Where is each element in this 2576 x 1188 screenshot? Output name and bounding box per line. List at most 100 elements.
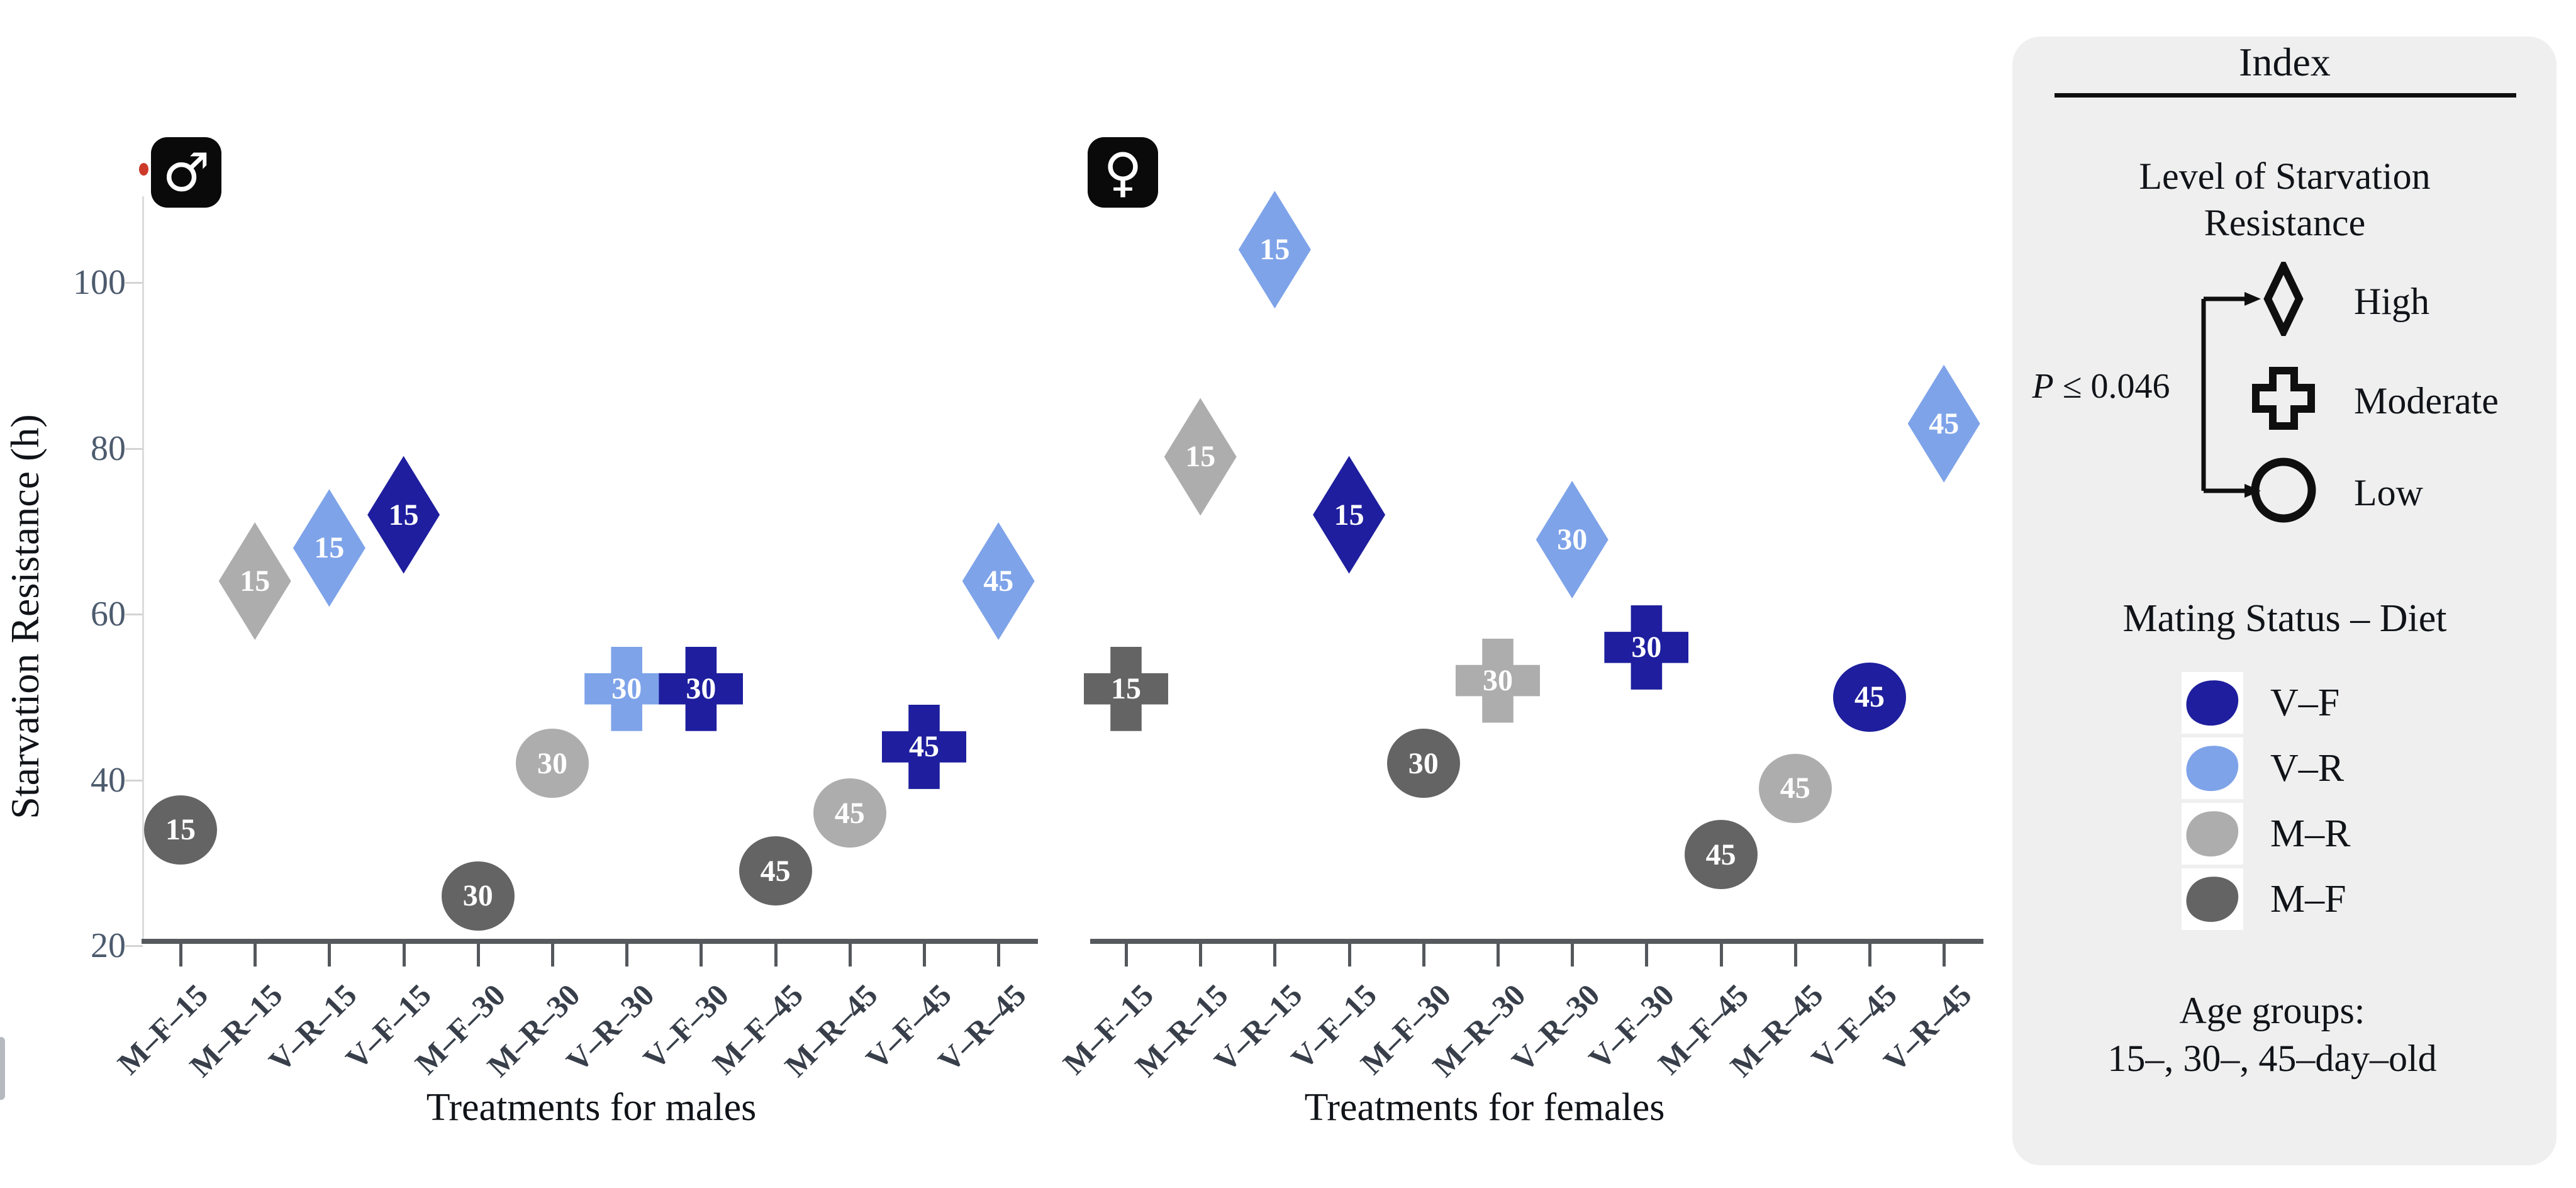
legend-panel [2012, 36, 2556, 1165]
x-tick-male-M–F–30 [476, 944, 480, 967]
marker-age-label: 45 [834, 796, 865, 830]
marker-age-label: 45 [1780, 771, 1810, 805]
red-crop-artifact [139, 163, 148, 176]
marker-age-label: 45 [1705, 838, 1736, 871]
x-tick-female-M–R–45 [1793, 944, 1797, 967]
marker-female-V–R–30: 30 [1536, 481, 1609, 599]
x-tick-male-V–R–45 [997, 944, 1001, 967]
x-tick-female-M–F–45 [1719, 944, 1723, 967]
legend-label-mr: M–R [2270, 812, 2351, 855]
p-value-symbol: P [2032, 367, 2054, 406]
x-tick-female-V–F–15 [1347, 944, 1351, 967]
legend-title-underline [2055, 93, 2516, 98]
marker-female-V–F–45: 45 [1833, 662, 1906, 732]
marker-age-label: 45 [1929, 406, 1960, 440]
legend-level-heading-line1: Level of Starvation [2139, 155, 2431, 197]
marker-age-label: 15 [1185, 440, 1216, 474]
legend-swatch-mr [2181, 803, 2244, 865]
male-axis-title: Treatments for males [426, 1086, 757, 1129]
x-tick-female-V–R–30 [1571, 944, 1575, 967]
y-tick-20 [125, 945, 143, 947]
y-tick-100 [125, 282, 143, 284]
marker-age-label: 30 [1408, 746, 1439, 780]
marker-male-M–R–45: 45 [813, 778, 886, 848]
x-tick-male-V–F–30 [700, 944, 703, 967]
y-tick-label-80: 80 [91, 429, 126, 468]
marker-age-label: 15 [1259, 233, 1290, 267]
x-tick-male-V–F–15 [402, 944, 406, 967]
marker-age-label: 15 [1334, 498, 1364, 532]
marker-male-M–R–15: 15 [218, 522, 291, 641]
y-tick-40 [125, 779, 143, 782]
x-tick-male-V–R–30 [625, 944, 629, 967]
marker-age-label: 45 [1854, 680, 1885, 714]
x-tick-female-V–F–45 [1868, 944, 1871, 967]
legend-mating-heading: Mating Status – Diet [2122, 597, 2447, 640]
y-axis-spine [142, 196, 144, 943]
x-axis-line-males [142, 939, 1038, 944]
y-tick-60 [125, 614, 143, 616]
legend-label-vr: V–R [2270, 746, 2345, 790]
marker-male-V–R–45: 45 [962, 522, 1035, 641]
marker-female-M–F–30: 30 [1386, 729, 1460, 799]
x-tick-female-M–F–15 [1125, 944, 1128, 967]
marker-age-label: 30 [1483, 664, 1513, 698]
female-axis-title: Treatments for females [1304, 1086, 1665, 1129]
marker-age-label: 15 [314, 531, 345, 565]
marker-age-label: 30 [537, 746, 567, 780]
marker-female-M–R–45: 45 [1758, 753, 1832, 823]
x-tick-male-V–F–45 [923, 944, 926, 967]
legend-swatch-vr [2181, 737, 2244, 799]
female-icon: ♀ [1103, 142, 1142, 203]
x-tick-male-M–F–45 [774, 944, 778, 967]
gray-crop-artifact [0, 1037, 5, 1100]
x-tick-female-M–R–15 [1199, 944, 1203, 967]
x-tick-male-M–R–15 [254, 944, 257, 967]
marker-female-V–F–15: 15 [1313, 456, 1386, 574]
legend-level-heading: Level of Starvation Resistance [2033, 153, 2536, 246]
marker-male-V–F–15: 15 [367, 456, 440, 574]
x-tick-female-V–R–45 [1943, 944, 1946, 967]
x-tick-male-M–R–30 [551, 944, 554, 967]
marker-age-label: 30 [1557, 523, 1588, 557]
y-tick-label-100: 100 [73, 263, 126, 303]
marker-age-label: 15 [1111, 672, 1141, 706]
legend-age-line1: Age groups: [2179, 990, 2365, 1031]
x-tick-female-M–F–30 [1422, 944, 1425, 967]
marker-male-M–F–30: 30 [441, 861, 515, 931]
marker-female-M–F–15: 15 [1084, 646, 1168, 731]
marker-age-label: 30 [462, 879, 493, 913]
marker-male-M–F–45: 45 [739, 836, 812, 906]
marker-age-label: 45 [909, 730, 939, 764]
marker-age-label: 15 [165, 813, 196, 847]
marker-female-V–R–15: 15 [1238, 191, 1311, 309]
p-value-label: P ≤ 0.046 [2019, 366, 2183, 406]
marker-female-V–F–30: 30 [1604, 605, 1689, 690]
marker-male-M–F–15: 15 [144, 795, 217, 865]
significance-bracket-arrows [2201, 292, 2261, 498]
low-circle-icon [2251, 457, 2316, 523]
marker-male-M–R–30: 30 [516, 729, 589, 799]
legend-level-label-low: Low [2354, 472, 2423, 513]
legend-level-label-moderate: Moderate [2354, 380, 2499, 422]
mf-swatch-blob [2181, 870, 2244, 928]
marker-age-label: 30 [611, 672, 642, 706]
male-icon: ♂ [162, 142, 210, 203]
x-tick-female-M–R–30 [1497, 944, 1500, 967]
marker-female-M–R–30: 30 [1456, 638, 1540, 723]
x-axis-line-females [1090, 939, 1983, 944]
x-tick-male-M–R–45 [848, 944, 852, 967]
marker-male-V–F–30: 30 [659, 646, 744, 731]
vf-swatch-blob [2181, 674, 2244, 732]
x-tick-male-V–R–15 [328, 944, 332, 967]
marker-female-V–R–45: 45 [1907, 364, 1980, 483]
legend-swatch-vf [2181, 672, 2244, 734]
male-symbol-chip: ♂ [151, 137, 221, 208]
y-axis-title: Starvation Resistance (h) [3, 414, 47, 819]
marker-age-label: 30 [1631, 630, 1662, 664]
mr-swatch-blob [2181, 805, 2244, 863]
marker-male-V–R–15: 15 [293, 489, 365, 607]
marker-female-M–R–15: 15 [1164, 398, 1237, 516]
y-tick-80 [125, 447, 143, 450]
marker-age-label: 30 [686, 672, 716, 706]
